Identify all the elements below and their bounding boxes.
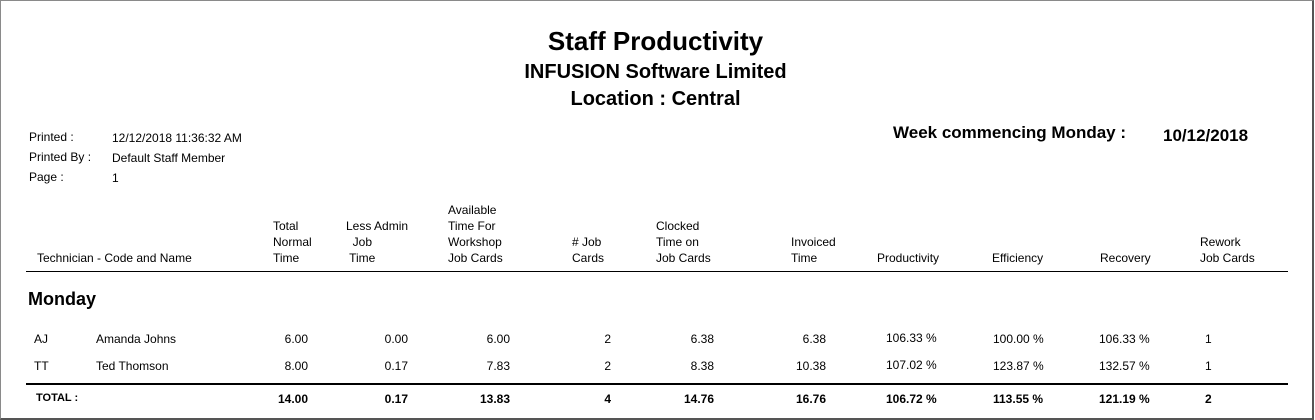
totals-total-normal: 14.00 [277, 392, 308, 406]
week-commencing-label: Week commencing Monday : [893, 123, 1127, 142]
row-invoiced: 6.38 [802, 332, 826, 346]
totals-rework: 2 [1205, 392, 1212, 406]
col-productivity: Productivity [877, 251, 940, 265]
row-job-cards: 2 [604, 332, 611, 346]
row-code: TT [34, 359, 49, 373]
row-rework: 1 [1205, 332, 1212, 346]
row-recovery: 106.33 % [1099, 332, 1150, 346]
totals-label: TOTAL : [36, 392, 79, 404]
row-available: 6.00 [486, 332, 510, 346]
row-efficiency: 123.87 % [993, 359, 1044, 373]
row-less-admin: 0.00 [384, 332, 408, 346]
row-available: 7.83 [486, 359, 510, 373]
col-job-cards: # Job Cards [572, 235, 605, 265]
col-less-admin-job-time: Less Admin Job Time [346, 219, 409, 265]
printed-by-label: Printed By : [29, 150, 92, 164]
page-label: Page : [29, 170, 64, 184]
printed-by-value: Default Staff Member [112, 151, 226, 165]
totals-recovery: 121.19 % [1099, 392, 1150, 406]
group-day: Monday [28, 289, 97, 309]
week-commencing-date: 10/12/2018 [1163, 126, 1249, 145]
col-efficiency: Efficiency [992, 251, 1044, 265]
page-value: 1 [112, 171, 119, 185]
col-recovery: Recovery [1100, 251, 1151, 265]
totals-job-cards: 4 [604, 392, 611, 406]
row-efficiency: 100.00 % [993, 332, 1044, 346]
row-job-cards: 2 [604, 359, 611, 373]
col-clocked-time: Clocked Time on Job Cards [656, 219, 711, 265]
row-rework: 1 [1205, 359, 1212, 373]
row-name: Ted Thomson [96, 359, 169, 373]
location-name: Location : Central [570, 88, 741, 110]
row-clocked: 8.38 [690, 359, 714, 373]
row-code: AJ [34, 332, 49, 346]
printed-label: Printed : [29, 130, 74, 144]
row-productivity: 106.33 % [886, 331, 937, 345]
company-name: INFUSION Software Limited [524, 61, 787, 83]
totals-available: 13.83 [479, 392, 510, 406]
report-title: Staff Productivity [547, 26, 764, 56]
row-name: Amanda Johns [96, 332, 177, 346]
header-divider [26, 271, 1288, 272]
col-total-normal-time: Total Normal Time [273, 219, 312, 265]
totals-efficiency: 113.55 % [993, 392, 1044, 406]
row-total-normal: 8.00 [284, 359, 308, 373]
totals-clocked: 14.76 [683, 392, 714, 406]
row-recovery: 132.57 % [1099, 359, 1150, 373]
row-total-normal: 6.00 [284, 332, 308, 346]
totals-productivity: 106.72 % [886, 392, 937, 406]
col-invoiced-time: Invoiced Time [791, 235, 836, 265]
row-clocked: 6.38 [690, 332, 714, 346]
col-available-time: Available Time For Workshop Job Cards [448, 203, 503, 265]
totals-invoiced: 16.76 [795, 392, 826, 406]
totals-divider [26, 383, 1288, 385]
row-invoiced: 10.38 [795, 359, 826, 373]
row-productivity: 107.02 % [886, 358, 937, 372]
totals-less-admin: 0.17 [384, 392, 408, 406]
col-technician: Technician - Code and Name [37, 251, 192, 265]
printed-value: 12/12/2018 11:36:32 AM [112, 131, 242, 145]
row-less-admin: 0.17 [384, 359, 408, 373]
col-rework-job-cards: Rework Job Cards [1200, 235, 1255, 265]
